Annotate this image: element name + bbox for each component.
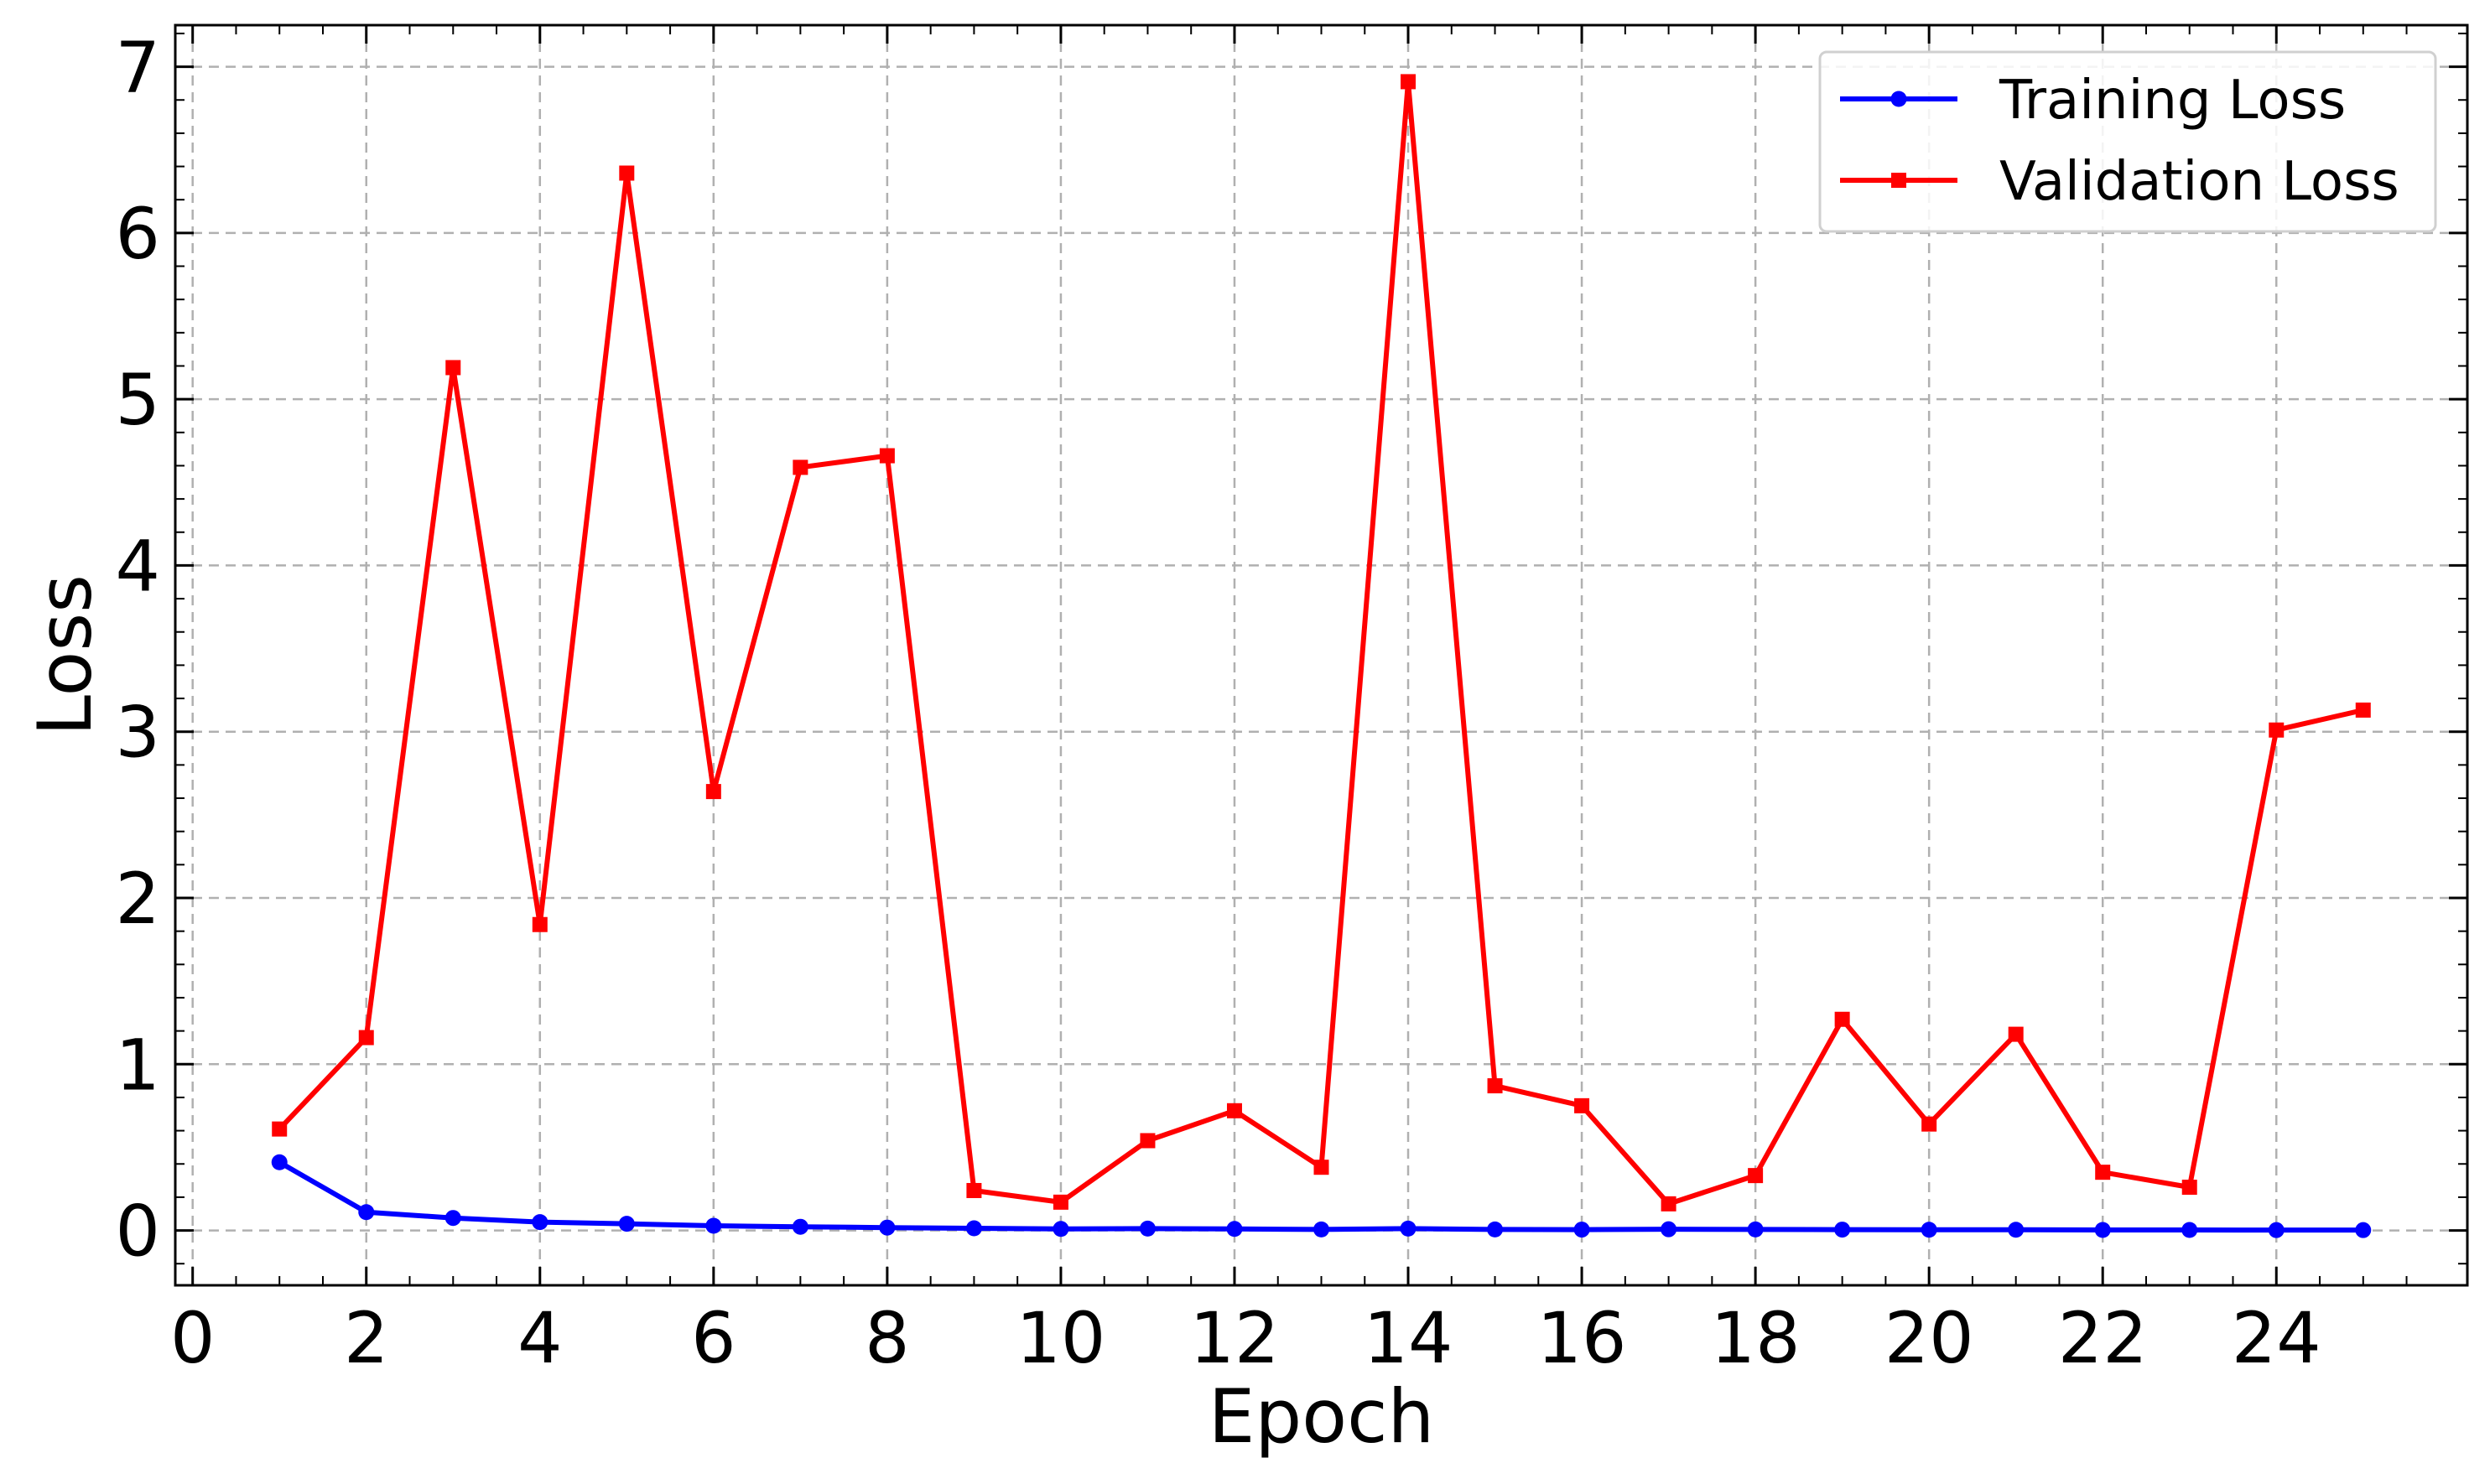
training-loss-point	[618, 1216, 635, 1232]
legend-box	[1818, 50, 2437, 233]
x-tick-label: 4	[517, 1297, 562, 1379]
legend-label-validation-loss: Validation Loss	[1999, 151, 2399, 213]
training-loss-point	[2181, 1222, 2198, 1238]
validation-loss-point	[619, 165, 635, 181]
validation-loss-point	[2355, 702, 2371, 718]
validation-loss-point	[2181, 1180, 2197, 1196]
validation-loss-point	[793, 459, 808, 475]
training-loss-point	[1747, 1221, 1764, 1238]
x-tick-label: 20	[1884, 1297, 1974, 1379]
validation-loss-point	[2008, 1026, 2024, 1042]
training-loss-point	[1400, 1220, 1417, 1237]
validation-loss-point	[358, 1030, 374, 1046]
x-axis-title: Epoch	[1209, 1373, 1434, 1460]
y-tick-label: 3	[116, 692, 160, 774]
training-loss-point	[444, 1210, 461, 1227]
x-tick-label: 10	[1016, 1297, 1105, 1379]
training-loss-point	[1834, 1222, 1851, 1238]
validation-loss-point	[966, 1182, 982, 1198]
training-loss-point	[879, 1219, 896, 1236]
validation-loss-point	[1921, 1116, 1937, 1132]
validation-loss-point	[1401, 74, 1417, 90]
training-loss-point	[2268, 1222, 2285, 1238]
y-axis-title: Loss	[22, 574, 108, 736]
training-loss-point	[705, 1217, 722, 1234]
series-layer	[271, 74, 2372, 1238]
training-loss-point	[1313, 1221, 1329, 1238]
x-tick-labels: 0 2 4 6 8 10 12 14 16 18 20 22 24	[170, 1297, 2321, 1379]
validation-loss-point	[1574, 1097, 1590, 1113]
validation-loss-point	[1053, 1194, 1068, 1210]
training-loss-point	[2008, 1222, 2025, 1238]
y-tick-label: 7	[116, 27, 160, 109]
x-tick-label: 12	[1190, 1297, 1280, 1379]
training-loss-point	[1226, 1221, 1243, 1238]
training-loss-point	[2094, 1222, 2111, 1238]
training-loss-point	[1139, 1220, 1156, 1237]
legend-label-training-loss: Training Loss	[1999, 70, 2346, 132]
training-loss-point	[358, 1204, 375, 1221]
training-loss-point	[271, 1154, 288, 1170]
validation-loss-point	[1661, 1196, 1676, 1212]
validation-loss-point	[1313, 1160, 1329, 1175]
validation-loss-point	[2095, 1165, 2111, 1180]
training-loss-point	[792, 1218, 808, 1235]
y-tick-label: 4	[116, 525, 160, 607]
training-loss-point	[532, 1214, 548, 1231]
training-loss-series	[271, 1154, 2372, 1238]
x-tick-label: 14	[1364, 1297, 1453, 1379]
validation-loss-point	[879, 448, 895, 464]
validation-loss-point	[445, 360, 461, 376]
validation-loss-point	[1226, 1103, 1242, 1118]
y-tick-label: 5	[116, 359, 160, 441]
ticks	[175, 25, 2467, 1285]
legend-item-validation-loss: Validation Loss	[1840, 151, 2399, 213]
training-loss-point	[1487, 1221, 1504, 1238]
validation-loss-line	[278, 79, 2364, 1206]
training-loss-point	[965, 1220, 982, 1237]
training-loss-point	[1661, 1221, 1677, 1238]
x-tick-label: 0	[170, 1297, 215, 1379]
legend-marker-validation-loss	[1891, 173, 1906, 188]
validation-loss-point	[2269, 722, 2285, 738]
x-tick-label: 2	[344, 1297, 388, 1379]
legend: Training Loss Validation Loss	[1818, 50, 2437, 233]
legend-marker-training-loss	[1890, 91, 1907, 107]
y-tick-labels: 0 1 2 3 4 5 6 7	[116, 27, 160, 1273]
validation-loss-point	[1834, 1011, 1850, 1027]
y-tick-label: 0	[116, 1191, 160, 1273]
training-loss-point	[1921, 1222, 1937, 1238]
y-tick-label: 6	[116, 193, 160, 275]
validation-loss-point	[272, 1121, 288, 1137]
y-tick-label: 1	[116, 1024, 160, 1106]
x-tick-label: 16	[1537, 1297, 1627, 1379]
legend-item-training-loss: Training Loss	[1840, 70, 2346, 132]
training-loss-point	[2355, 1222, 2372, 1238]
training-loss-point	[1573, 1222, 1590, 1238]
validation-loss-point	[1140, 1133, 1156, 1149]
training-loss-point	[1053, 1221, 1069, 1238]
x-tick-label: 18	[1711, 1297, 1801, 1379]
validation-loss-series	[272, 74, 2371, 1212]
validation-loss-point	[1748, 1168, 1764, 1184]
y-tick-label: 2	[116, 858, 160, 940]
x-tick-label: 24	[2232, 1297, 2321, 1379]
x-tick-label: 8	[865, 1297, 909, 1379]
validation-loss-point	[1487, 1078, 1503, 1094]
x-tick-label: 6	[691, 1297, 736, 1379]
validation-loss-point	[705, 784, 721, 800]
x-tick-label: 22	[2058, 1297, 2148, 1379]
validation-loss-point	[532, 916, 548, 932]
